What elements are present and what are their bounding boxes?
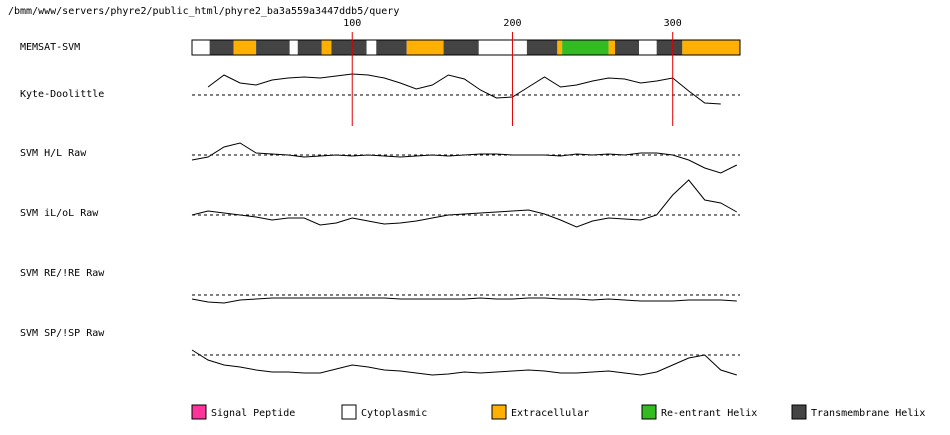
segment <box>209 40 234 55</box>
position-label: 100 <box>343 18 361 29</box>
track-label: Kyte-Doolittle <box>20 89 104 100</box>
segment <box>682 40 740 55</box>
segment <box>256 40 290 55</box>
trace-line <box>191 142 738 174</box>
segment <box>478 40 527 55</box>
segment-border <box>191 39 741 56</box>
legend-label: Transmembrane Helix <box>811 408 925 419</box>
legend-label: Cytoplasmic <box>361 408 427 419</box>
trace-line <box>191 179 738 228</box>
trace-line <box>191 349 737 376</box>
track-label: SVM RE/!RE Raw <box>20 268 105 279</box>
segment <box>557 40 563 55</box>
position-label: 300 <box>664 18 682 29</box>
legend-swatch <box>791 404 807 420</box>
track-label: SVM H/L Raw <box>20 148 87 159</box>
legend-label: Extracellular <box>511 408 589 419</box>
legend-swatch <box>341 404 357 420</box>
segment <box>656 40 683 55</box>
legend-label: Re-entrant Helix <box>661 408 757 419</box>
segment <box>406 40 444 55</box>
track-label: MEMSAT-SVM <box>20 42 80 53</box>
segment <box>615 40 640 55</box>
trace-line <box>191 297 737 304</box>
segment <box>331 40 367 55</box>
segment <box>443 40 479 55</box>
segment <box>289 40 298 55</box>
segment <box>366 40 377 55</box>
position-label: 200 <box>503 18 521 29</box>
legend-label: Signal Peptide <box>211 408 295 419</box>
path-header: /bmm/www/servers/phyre2/public_html/phyr… <box>8 6 399 17</box>
track-label: SVM SP/!SP Raw <box>20 328 105 339</box>
legend-swatch <box>641 404 657 420</box>
segment <box>526 40 558 55</box>
segment <box>297 40 322 55</box>
legend-swatch <box>491 404 507 420</box>
segment <box>376 40 407 55</box>
legend-swatch <box>191 404 207 420</box>
segment <box>608 40 616 55</box>
trace-line <box>207 73 721 105</box>
segment <box>233 40 257 55</box>
segment <box>192 40 210 55</box>
segment <box>562 40 609 55</box>
segment <box>639 40 657 55</box>
track-label: SVM iL/oL Raw <box>20 208 99 219</box>
segment <box>321 40 332 55</box>
